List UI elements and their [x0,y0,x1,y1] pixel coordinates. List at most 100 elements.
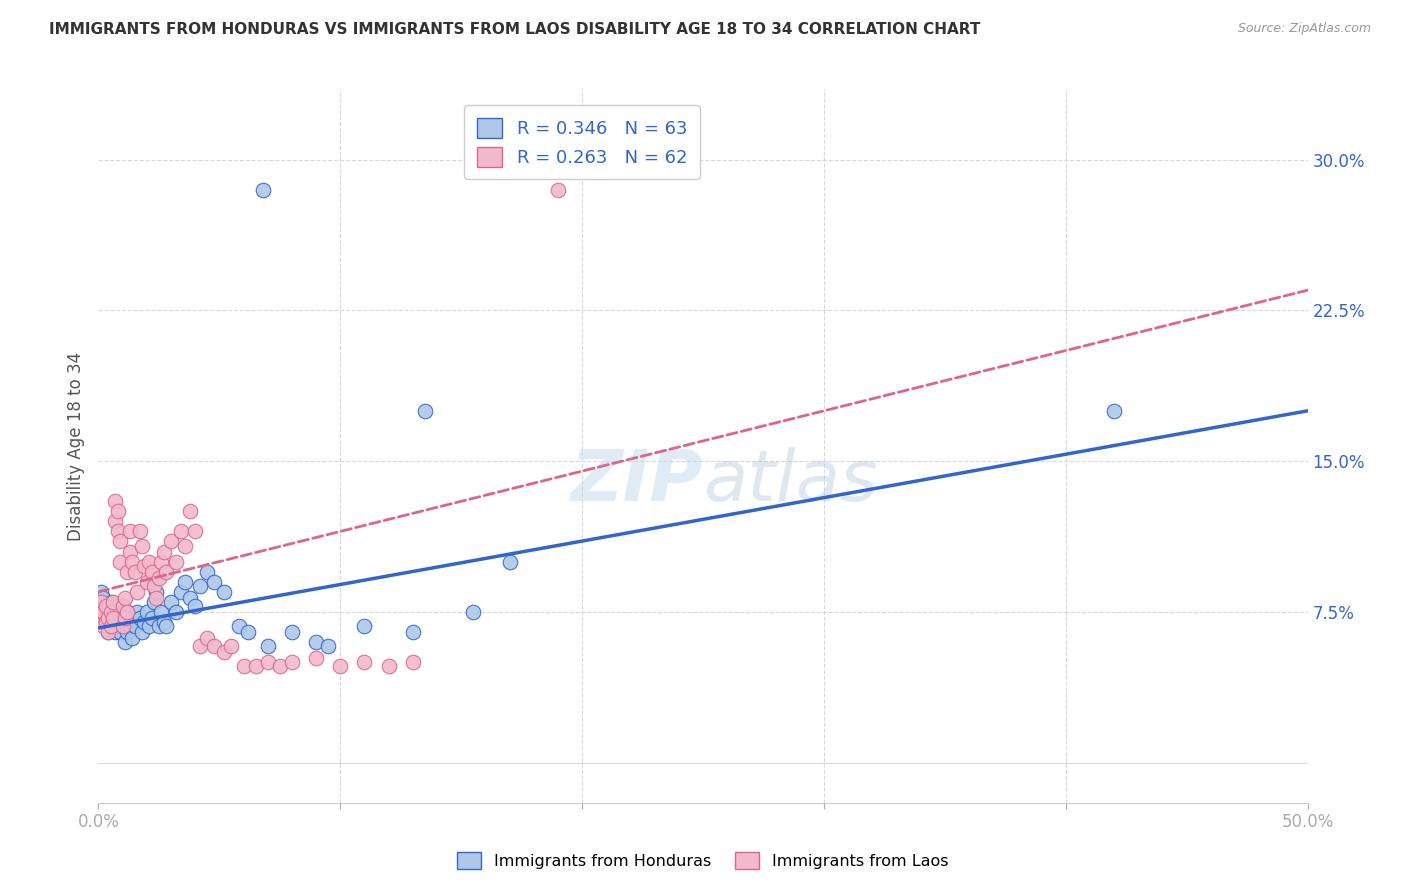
Point [402,655,425,669]
Point [402,624,425,639]
Point [150,555,173,569]
Point [111,619,134,633]
Point [91,591,114,605]
Point [104,515,127,529]
Point [117,624,139,639]
Point [155,565,177,579]
Point [160,595,183,609]
Point [179,504,201,518]
Point [169,584,191,599]
Point [150,605,173,619]
Point [101,619,124,633]
Point [353,619,375,633]
Point [184,599,207,613]
Point [127,584,149,599]
Point [117,605,139,619]
Point [100,595,122,609]
Point [174,539,197,553]
Point [498,555,520,569]
Point [97,611,120,625]
Point [108,555,131,569]
Point [152,544,174,558]
Point [188,639,211,653]
Point [108,611,131,625]
Point [104,624,127,639]
Point [138,555,160,569]
Point [155,619,177,633]
Point [94,599,117,613]
Point [141,611,163,625]
Point [228,619,250,633]
Point [174,574,197,589]
Point [221,639,243,653]
Point [152,615,174,629]
Point [131,624,153,639]
Point [121,555,143,569]
Point [165,605,187,619]
Point [134,558,156,573]
Point [305,635,328,649]
Point [94,611,117,625]
Point [148,619,170,633]
Point [184,524,207,539]
Point [107,504,129,518]
Point [90,584,112,599]
Point [316,639,339,653]
Point [127,605,149,619]
Point [100,605,122,619]
Point [204,639,226,653]
Point [108,624,131,639]
Point [124,619,146,633]
Point [91,605,114,619]
Point [114,611,136,625]
Point [94,599,117,613]
Point [111,599,134,613]
Point [143,595,166,609]
Point [117,605,139,619]
Point [131,539,153,553]
Point [121,631,143,645]
Point [160,534,183,549]
Point [1102,404,1125,418]
Point [143,579,166,593]
Point [91,619,114,633]
Point [463,605,485,619]
Point [281,655,304,669]
Point [232,659,254,673]
Y-axis label: Disability Age 18 to 34: Disability Age 18 to 34 [66,351,84,541]
Point [252,183,274,197]
Point [104,494,127,508]
Legend: R = 0.346   N = 63, R = 0.263   N = 62: R = 0.346 N = 63, R = 0.263 N = 62 [464,105,700,179]
Point [97,624,120,639]
Point [118,619,141,633]
Point [179,591,201,605]
Point [204,574,226,589]
Point [91,605,114,619]
Point [128,611,150,625]
Point [145,584,167,599]
Point [212,584,235,599]
Point [353,655,375,669]
Point [94,615,117,629]
Point [124,565,146,579]
Point [145,591,167,605]
Text: Source: ZipAtlas.com: Source: ZipAtlas.com [1237,22,1371,36]
Text: atlas: atlas [703,447,877,516]
Point [97,619,120,633]
Point [114,635,136,649]
Point [245,659,267,673]
Point [100,619,122,633]
Point [256,655,278,669]
Point [111,619,134,633]
Point [121,611,143,625]
Point [269,659,291,673]
Point [238,624,260,639]
Point [188,579,211,593]
Point [107,599,129,613]
Point [117,565,139,579]
Point [111,605,134,619]
Point [135,605,157,619]
Point [118,544,141,558]
Point [108,534,131,549]
Point [114,591,136,605]
